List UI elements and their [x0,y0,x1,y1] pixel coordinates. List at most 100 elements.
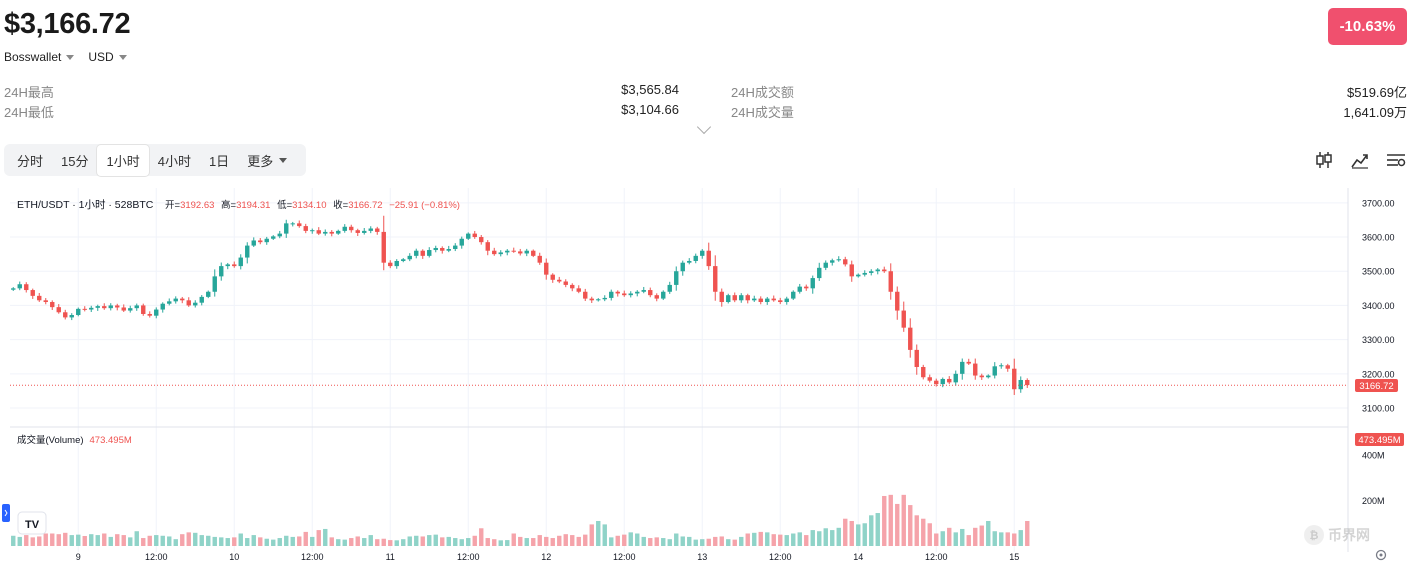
tab-timeframe-1d[interactable]: 1日 [208,153,230,169]
candle-body [726,295,731,303]
price-chart[interactable]: 3100.00 3200.00 3300.00 3400.00 3500.00 3600.… [0,188,1412,563]
tab-timeframe-line[interactable]: 分时 [17,153,44,169]
candle-body [609,291,614,298]
side-tab-toggle[interactable] [2,504,10,522]
volume-bar [121,535,126,546]
candle-body [479,237,484,243]
price-tick-label: 3700.00 [1362,198,1395,208]
candle-body [11,288,16,290]
volume-bar [128,537,133,546]
volume-bar [17,536,22,546]
volume-bar [667,539,672,546]
candle-body [758,298,763,303]
candle-body [960,361,965,374]
settings-icon[interactable] [1386,150,1406,170]
tradingview-logo[interactable]: TV [17,511,47,535]
volume-bar [453,538,458,546]
candle-body [1005,365,1010,369]
tab-timeframe-15m[interactable]: 15分 [61,153,89,169]
low-value: $3,104.66 [621,102,679,117]
volume-bar [349,538,354,546]
candle-body [810,278,815,289]
volume-bar [56,534,61,546]
exchange-selector[interactable]: Bosswallet [4,50,75,64]
current-price: $3,166.72 [4,8,131,40]
candle-body [225,264,230,267]
volume-bar [225,538,230,546]
candle-body [875,269,880,272]
chart-area[interactable]: 3100.00 3200.00 3300.00 3400.00 3500.00 3600.… [0,188,1412,563]
candle-body [206,291,211,297]
volume-bar [804,535,809,546]
volume-bar [966,535,971,546]
legend-high: 3194.31 [236,200,270,211]
candle-body [843,259,848,265]
candle-body [979,375,984,378]
volume-bar [89,534,94,546]
volume-bar [251,535,256,546]
time-tick-label: 10 [229,552,239,562]
candlestick-icon[interactable] [1314,150,1334,170]
tab-timeframe-4h[interactable]: 4小时 [157,153,191,169]
candle-body [953,373,958,383]
candle-body [388,262,393,267]
tab-timeframe-1h[interactable]: 1小时 [97,144,149,176]
candle-body [485,242,490,251]
candle-body [693,255,698,261]
volume-bar [329,537,334,546]
volume-bar [752,532,757,546]
volume-bar [921,518,926,546]
legend-open-label: 开= [165,200,181,211]
settings-gear-icon[interactable] [1375,549,1387,561]
volume-bar [271,539,276,546]
candle-body [628,293,633,296]
chevron-down-icon [118,54,127,60]
candle-body [849,264,854,277]
volume-bar [238,533,243,546]
indicator-icon[interactable] [1350,150,1370,170]
expand-chevron-icon[interactable] [696,119,712,135]
currency-selector[interactable]: USD [88,50,127,64]
volume-bar [232,537,237,546]
volume-bar [648,538,653,546]
candle-body [368,228,373,231]
time-tick-label: 12:00 [613,552,636,562]
candle-body [576,288,581,292]
volume-bar [953,532,958,546]
candle-body [927,377,932,381]
candle-body [466,233,471,239]
candle-body [329,231,334,234]
tab-timeframe-more[interactable]: 更多 [238,145,296,176]
candle-body [290,223,295,225]
candle-body [160,303,165,310]
candle-body [596,299,601,301]
candle-body [472,233,477,238]
candle-body [459,238,464,246]
volume-bar [784,535,789,546]
volume-bar [11,535,16,546]
time-tick-label: 12:00 [925,552,948,562]
candle-body [550,274,555,280]
volume-bar [817,531,822,546]
candle-body [654,295,659,299]
candle-body [557,279,562,282]
volume-bar [1025,520,1030,546]
candle-body [69,315,74,318]
volume-bar [193,532,198,546]
legend-high-label: 高= [221,199,237,211]
volume-bar [609,537,614,546]
volume-bar [186,532,191,546]
volume-legend-value: 473.495M [90,435,132,446]
candle-body [804,286,809,289]
chevron-down-icon [66,54,75,60]
candle-body [973,363,978,376]
volume-bar [323,528,328,546]
candle-body [63,312,68,318]
volume-bar [30,537,35,546]
candle-body [446,249,451,251]
volume-bar [661,538,666,546]
volume-bar [531,538,536,546]
volume-bar [856,524,861,546]
volume-bar [24,535,29,546]
candle-body [355,230,360,233]
